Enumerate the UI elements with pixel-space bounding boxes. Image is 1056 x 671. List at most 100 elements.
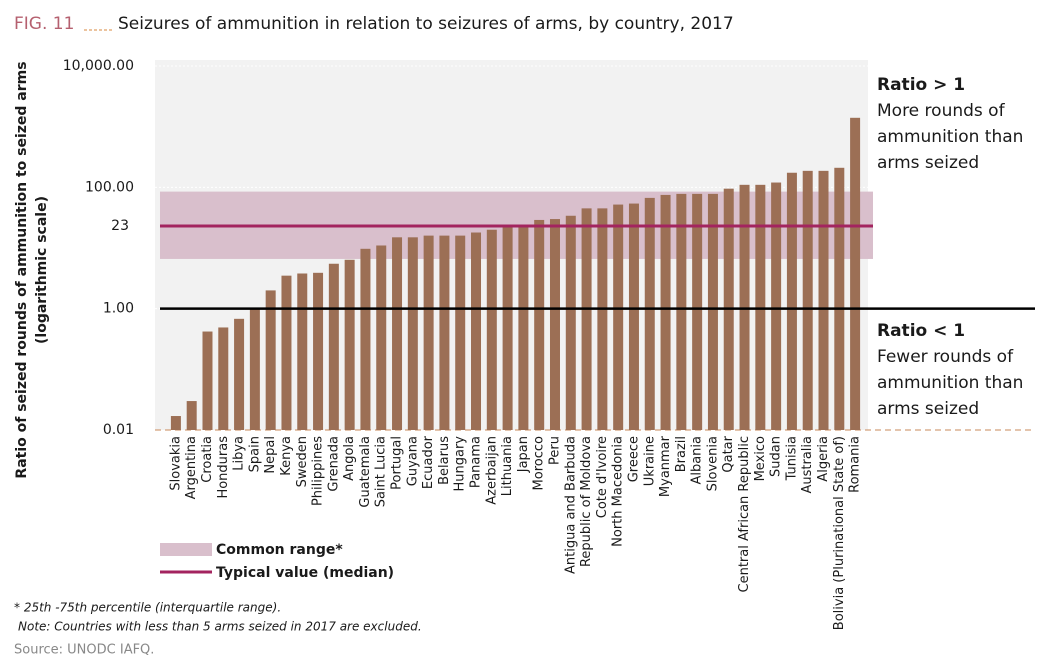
bar [297,273,308,430]
bar [613,204,624,430]
x-tick-label: Peru [547,436,562,465]
y-axis-label: Ratio of seized rounds of ammunition to … [14,61,30,478]
x-tick-label: Ecuador [421,435,436,489]
x-tick-label: Central African Republic [737,436,752,592]
bar [249,308,260,430]
bar [218,327,229,430]
figure-label: FIG. 11 [14,14,74,34]
note: Note: Countries with less than 5 arms se… [18,620,422,634]
x-tick-label: Angola [342,436,357,481]
x-tick-label: Tunisia [784,436,799,481]
bar [755,184,766,430]
bar [455,235,466,430]
x-tick-label: Sweden [295,436,310,487]
x-tick-label: Greece [626,436,641,482]
x-tick-label: Algeria [816,436,831,482]
bar [644,197,655,430]
x-tick-label: Kenya [279,436,294,476]
annotation-title: Ratio > 1 [877,75,965,95]
x-tick-label: Cote d'Ivoire [595,436,610,518]
median-label: 23 [111,218,129,234]
x-tick-label: Azerbaijan [484,436,499,505]
legend-label: Typical value (median) [216,565,394,581]
bar [281,275,292,430]
bar [407,237,418,430]
annotation-line: arms seized [877,399,979,419]
bar [834,167,845,430]
bar [328,263,339,430]
x-tick-label: Panama [469,436,484,488]
x-tick-label: Bolivia (Plurinational State of) [832,436,847,630]
x-tick-label: Nepal [263,436,278,474]
footnote: * 25th -75th percentile (interquartile r… [14,601,281,615]
source: Source: UNODC IAFQ. [14,643,154,658]
y-axis-sublabel: (logarithmic scale) [34,196,50,344]
bar [771,182,782,430]
bar [502,226,513,430]
x-tick-label: Japan [516,436,531,473]
bar [802,170,813,430]
bar [392,237,403,430]
bar [423,235,434,430]
bar [202,331,213,430]
bar [597,208,608,430]
x-tick-label: Slovakia [168,436,183,491]
x-tick-label: Guatemala [358,436,373,508]
x-tick-label: Argentina [184,436,199,499]
bar [471,232,482,430]
bar [786,172,797,431]
x-tick-label: Romania [848,436,863,493]
bar [518,226,529,430]
x-tick-label: North Macedonia [611,436,626,547]
x-tick-label: Ukraine [642,436,657,486]
bar [313,272,324,430]
chart-title: Seizures of ammunition in relation to se… [118,14,734,34]
bar [534,219,545,430]
x-tick-label: Grenada [326,436,341,492]
x-tick-label: Philippines [311,436,326,506]
x-tick-label: Myanmar [658,435,673,497]
y-tick-label: 100.00 [85,179,134,195]
bar [186,401,197,430]
title-year: 2017 [690,14,733,34]
bar [549,219,560,430]
annotation-line: Fewer rounds of [877,347,1014,367]
y-tick-label: 1.00 [103,301,134,317]
legend-swatch [160,543,212,556]
x-tick-label: Australia [800,436,815,494]
bar [628,203,639,430]
bar [676,193,687,430]
x-tick-label: Albania [690,436,705,485]
x-tick-label: Portugal [390,436,405,490]
bar [234,318,245,430]
annotation-line: ammunition than [877,373,1023,393]
x-tick-label: Spain [247,436,262,472]
title-text: Seizures of ammunition in relation to se… [118,14,685,34]
bar [170,416,181,430]
bar [439,235,450,430]
x-tick-label: Slovenia [705,436,720,491]
annotation-line: ammunition than [877,127,1023,147]
x-tick-label: Mexico [753,436,768,481]
x-tick-label: Belarus [437,436,452,485]
annotation-line: arms seized [877,153,979,173]
bar [660,194,671,430]
bar [360,248,371,430]
bar [565,215,576,430]
bar [376,245,387,430]
x-tick-label: Brazil [674,436,689,472]
bar [692,193,703,430]
y-tick-label: 10,000.00 [63,58,134,74]
y-tick-label: 0.01 [103,422,134,438]
bar [265,290,276,430]
bar [486,229,497,430]
bar [344,259,355,430]
x-tick-label: Libya [232,436,247,471]
x-tick-label: Saint Lucia [374,436,389,507]
x-tick-label: Morocco [532,436,547,490]
annotation-title: Ratio < 1 [877,321,965,341]
legend-label: Common range* [216,542,343,558]
x-tick-label: Guyana [405,436,420,486]
x-tick-label: Republic of Moldova [579,436,594,567]
